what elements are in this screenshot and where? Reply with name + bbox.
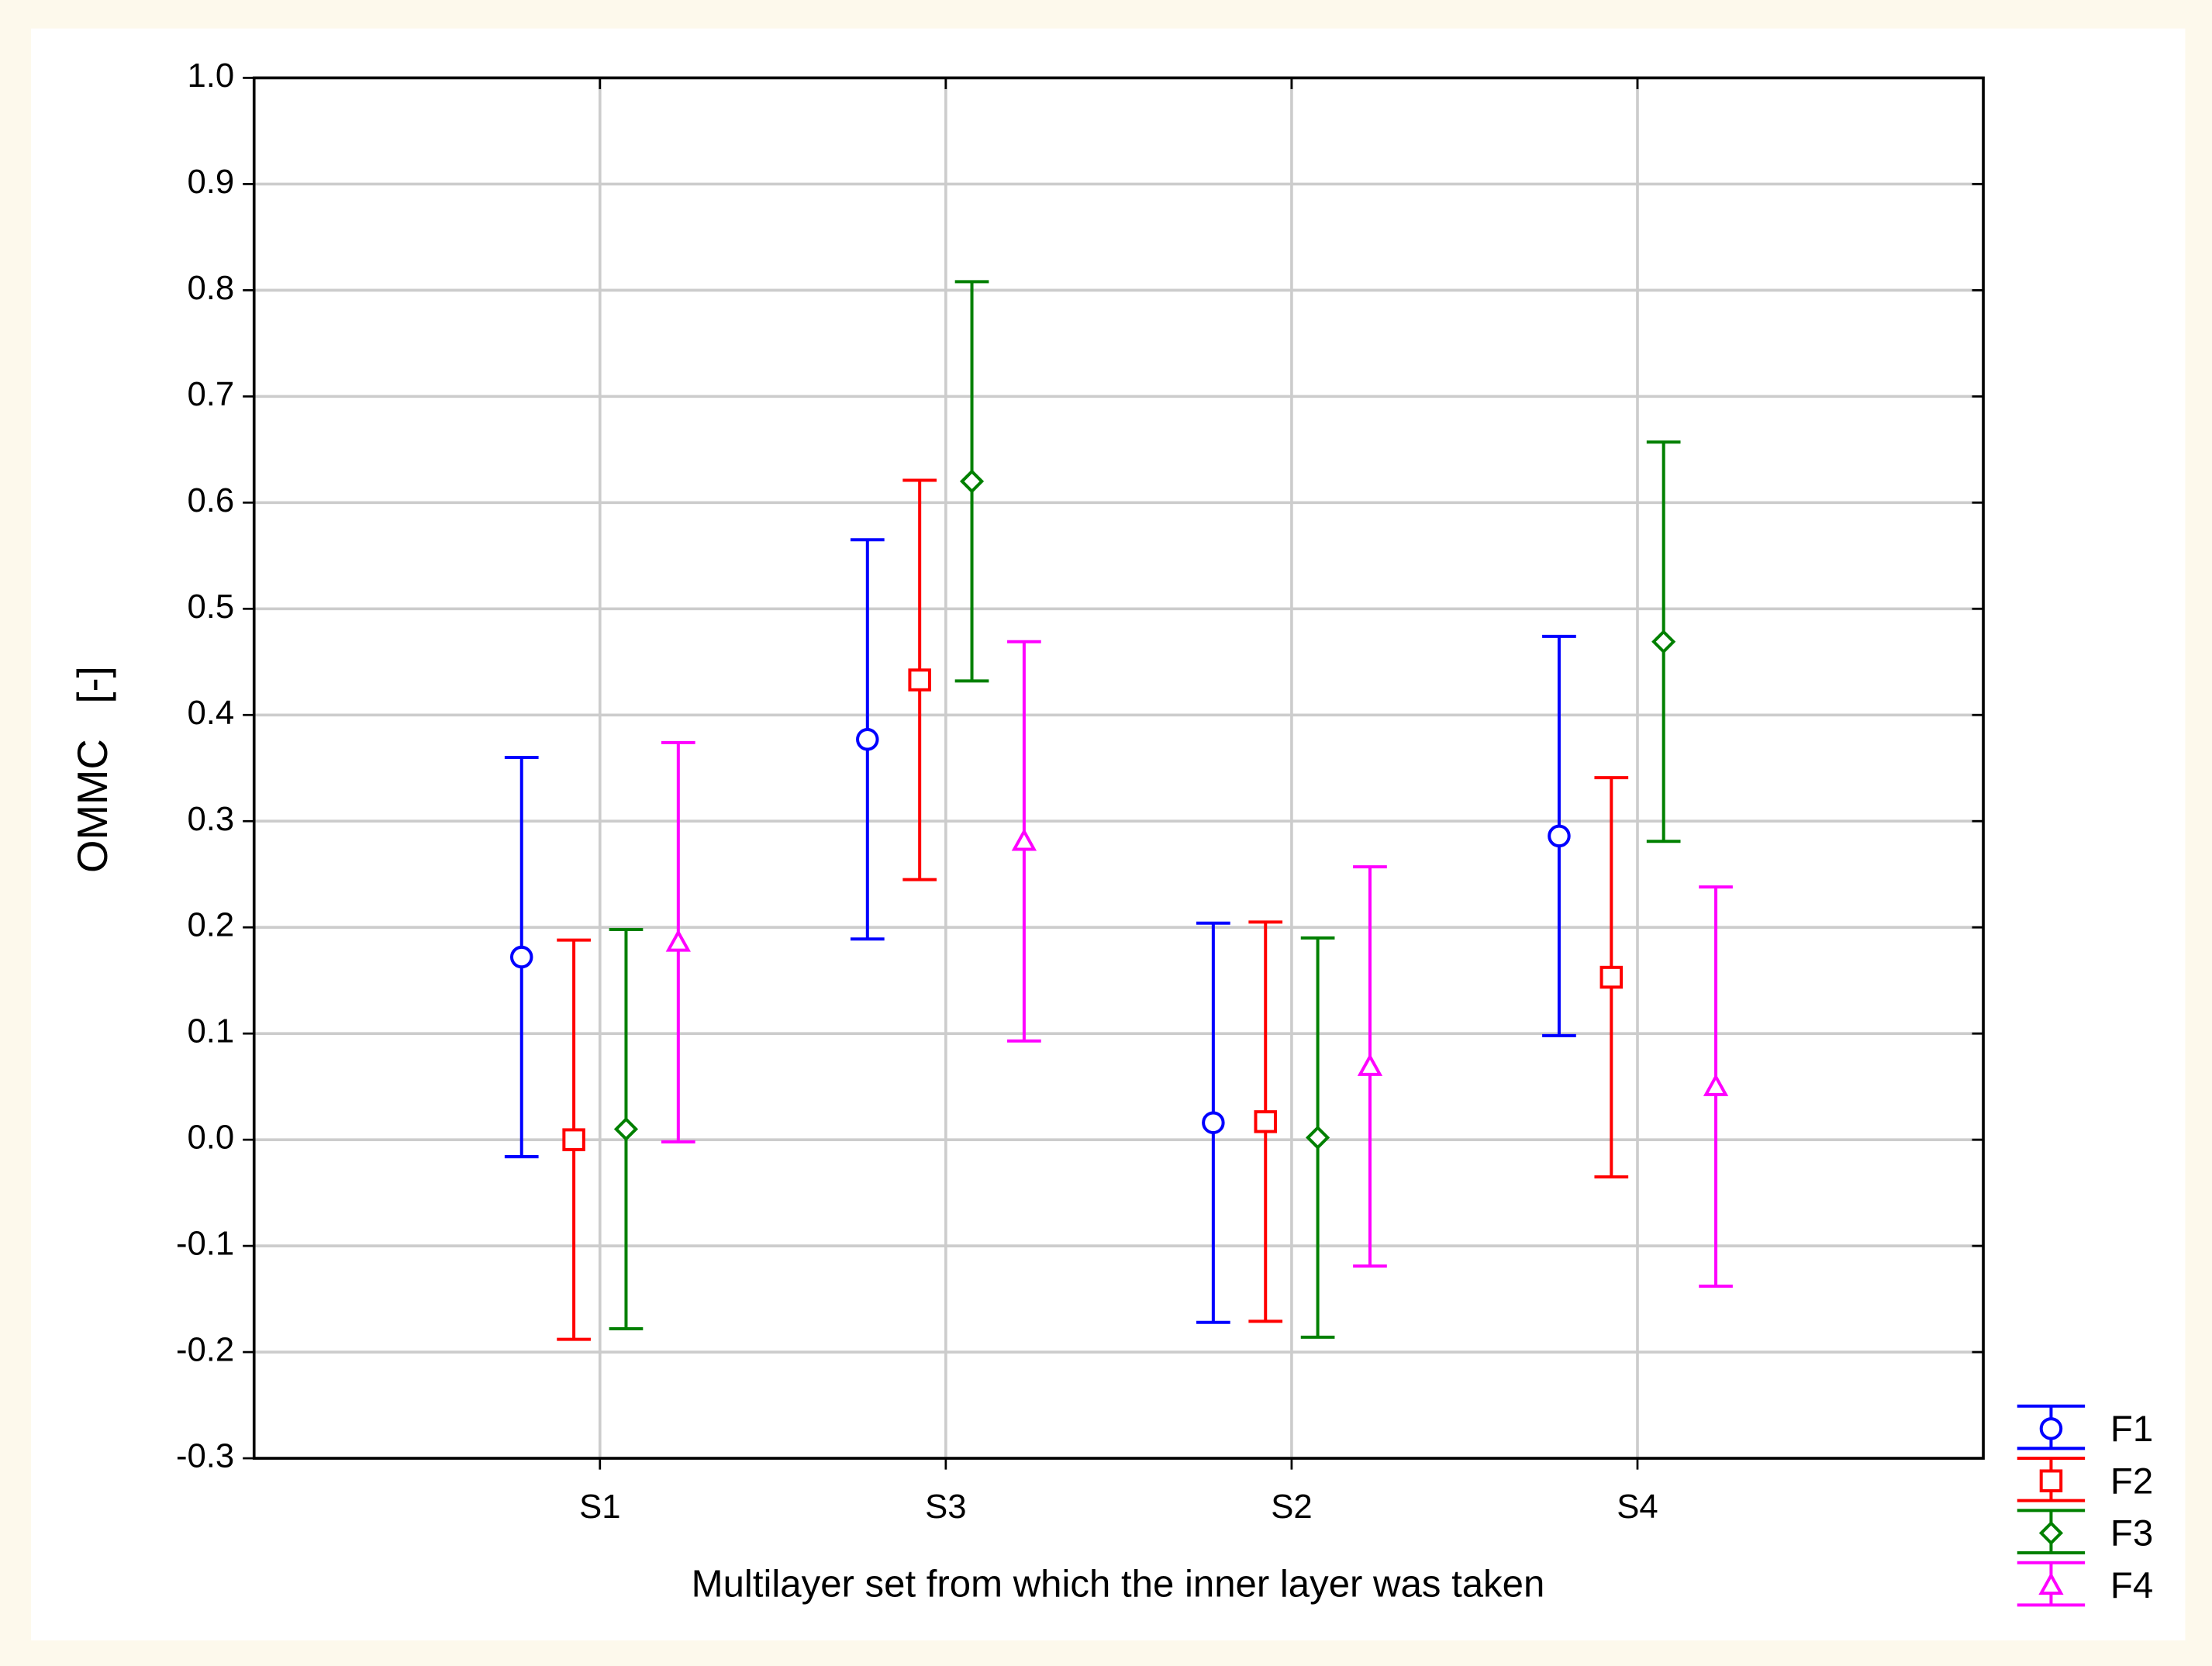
y-axis-label: OMMC [-] [69,666,116,873]
plot-frame [252,76,1985,1460]
marker [1011,828,1037,851]
y-tick-label: 0.7 [187,375,234,413]
marker [1306,1125,1330,1150]
y-tick-label: 1.0 [187,57,234,95]
x-tick-label: S3 [925,1488,966,1526]
marker [562,1128,585,1151]
x-tick-label: S2 [1271,1488,1312,1526]
y-tick-label: 0.3 [187,800,234,838]
marker [856,728,879,751]
y-tick-label: 0.9 [187,163,234,201]
marker [959,469,985,494]
marker [2038,1520,2064,1546]
marker [613,1116,639,1142]
legend-label: F3 [2110,1513,2153,1554]
marker [1254,1110,1277,1133]
marker [1599,965,1624,989]
marker [2038,1572,2064,1595]
chart-panel [31,28,2186,1640]
y-tick-label: 0.8 [187,269,234,307]
marker [1357,1053,1383,1076]
marker [509,945,533,969]
marker [2039,1469,2063,1492]
x-axis-label: Multilayer set from which the inner laye… [692,1564,1545,1606]
marker [1703,1073,1729,1096]
y-tick-label: -0.3 [176,1437,234,1475]
legend-label: F2 [2110,1461,2153,1502]
legend-label: F1 [2110,1409,2153,1450]
y-tick-label: -0.1 [176,1225,234,1263]
y-tick-label: 0.5 [187,588,234,626]
marker [2039,1417,2063,1440]
legend-label: F4 [2110,1565,2153,1606]
y-tick-label: 0.6 [187,481,234,519]
x-tick-label: S1 [579,1488,620,1526]
marker [1548,824,1571,848]
x-tick-label: S4 [1617,1488,1658,1526]
y-tick-label: 0.1 [187,1012,234,1050]
marker [1651,629,1676,654]
marker [665,929,691,952]
y-tick-label: 0.0 [187,1119,234,1157]
y-tick-label: -0.2 [176,1331,234,1369]
y-tick-label: 0.2 [187,906,234,944]
marker [908,668,931,692]
marker [1202,1111,1225,1134]
y-tick-label: 0.4 [187,694,234,732]
